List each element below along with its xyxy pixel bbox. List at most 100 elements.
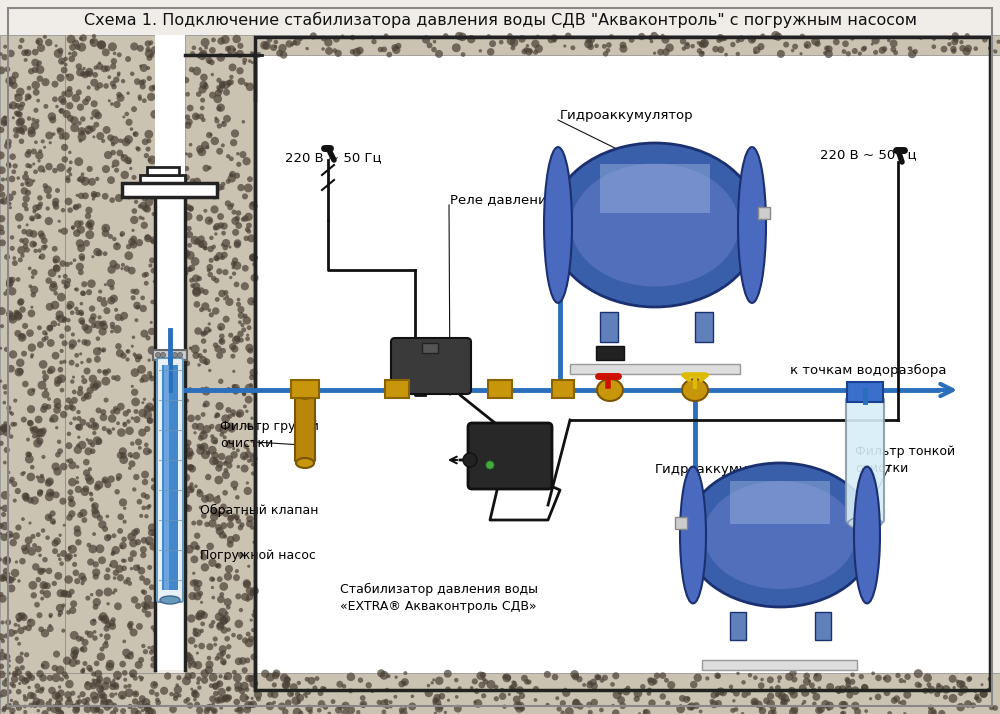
Circle shape xyxy=(76,423,83,431)
Circle shape xyxy=(565,33,571,39)
Circle shape xyxy=(22,174,29,181)
Circle shape xyxy=(213,691,219,697)
Circle shape xyxy=(27,618,35,627)
Circle shape xyxy=(196,490,204,498)
Circle shape xyxy=(90,383,95,388)
Circle shape xyxy=(9,277,16,283)
Circle shape xyxy=(207,655,211,660)
Circle shape xyxy=(842,49,846,54)
Circle shape xyxy=(266,703,269,706)
Circle shape xyxy=(50,704,59,713)
Circle shape xyxy=(113,684,119,690)
Circle shape xyxy=(771,710,777,714)
Circle shape xyxy=(99,693,104,698)
Circle shape xyxy=(640,684,646,690)
Circle shape xyxy=(68,51,72,55)
Circle shape xyxy=(28,619,31,622)
Circle shape xyxy=(139,64,142,68)
Circle shape xyxy=(149,689,155,695)
Circle shape xyxy=(58,558,62,561)
Circle shape xyxy=(75,539,82,545)
Circle shape xyxy=(188,464,194,470)
Circle shape xyxy=(214,345,222,353)
Circle shape xyxy=(55,693,61,698)
Circle shape xyxy=(80,34,87,41)
Circle shape xyxy=(97,296,103,302)
Circle shape xyxy=(84,682,93,690)
Circle shape xyxy=(74,220,81,228)
Circle shape xyxy=(211,437,218,444)
Circle shape xyxy=(65,442,72,449)
Circle shape xyxy=(229,343,236,351)
Circle shape xyxy=(280,673,289,682)
Circle shape xyxy=(748,36,756,44)
Circle shape xyxy=(198,435,204,441)
Circle shape xyxy=(890,39,898,47)
Circle shape xyxy=(88,545,97,553)
Circle shape xyxy=(5,619,11,625)
Circle shape xyxy=(85,474,92,481)
Circle shape xyxy=(96,336,100,341)
Circle shape xyxy=(494,696,499,701)
Circle shape xyxy=(238,78,245,85)
Circle shape xyxy=(219,82,225,89)
Circle shape xyxy=(94,484,101,491)
Circle shape xyxy=(109,197,115,203)
Circle shape xyxy=(150,193,157,201)
Circle shape xyxy=(227,52,231,56)
Circle shape xyxy=(129,539,138,548)
Circle shape xyxy=(144,443,149,447)
Circle shape xyxy=(381,46,387,52)
Bar xyxy=(164,365,169,590)
Circle shape xyxy=(189,143,192,146)
Circle shape xyxy=(248,59,252,63)
Circle shape xyxy=(197,685,202,690)
Circle shape xyxy=(551,34,558,41)
Circle shape xyxy=(839,685,847,693)
Circle shape xyxy=(231,129,239,138)
Circle shape xyxy=(73,205,77,209)
Circle shape xyxy=(648,35,653,40)
Circle shape xyxy=(90,448,96,454)
Circle shape xyxy=(235,222,242,229)
Circle shape xyxy=(238,312,244,319)
Circle shape xyxy=(23,625,27,630)
Circle shape xyxy=(141,401,144,404)
Circle shape xyxy=(82,71,89,79)
Circle shape xyxy=(47,368,53,374)
Circle shape xyxy=(394,675,398,679)
Circle shape xyxy=(130,628,138,636)
Circle shape xyxy=(36,38,43,45)
Circle shape xyxy=(148,328,155,335)
Circle shape xyxy=(130,241,137,248)
Circle shape xyxy=(686,696,690,700)
Circle shape xyxy=(213,636,218,642)
Circle shape xyxy=(53,258,58,263)
Circle shape xyxy=(141,79,146,84)
Circle shape xyxy=(77,177,81,182)
Circle shape xyxy=(858,51,862,56)
Circle shape xyxy=(194,661,202,670)
Circle shape xyxy=(227,536,235,543)
Circle shape xyxy=(37,159,41,163)
Circle shape xyxy=(57,74,65,82)
Circle shape xyxy=(53,265,59,271)
Circle shape xyxy=(890,46,896,52)
Circle shape xyxy=(16,127,23,134)
Circle shape xyxy=(16,176,20,180)
Circle shape xyxy=(126,350,129,353)
Circle shape xyxy=(267,37,272,43)
Circle shape xyxy=(148,529,155,536)
Circle shape xyxy=(236,302,241,307)
Circle shape xyxy=(77,699,82,704)
Circle shape xyxy=(182,473,190,481)
Circle shape xyxy=(791,676,797,683)
Circle shape xyxy=(226,654,231,659)
Circle shape xyxy=(206,132,212,139)
Circle shape xyxy=(4,678,8,681)
Circle shape xyxy=(140,296,145,301)
Circle shape xyxy=(220,658,227,665)
Circle shape xyxy=(324,39,333,46)
Circle shape xyxy=(142,196,147,201)
Circle shape xyxy=(2,680,9,687)
